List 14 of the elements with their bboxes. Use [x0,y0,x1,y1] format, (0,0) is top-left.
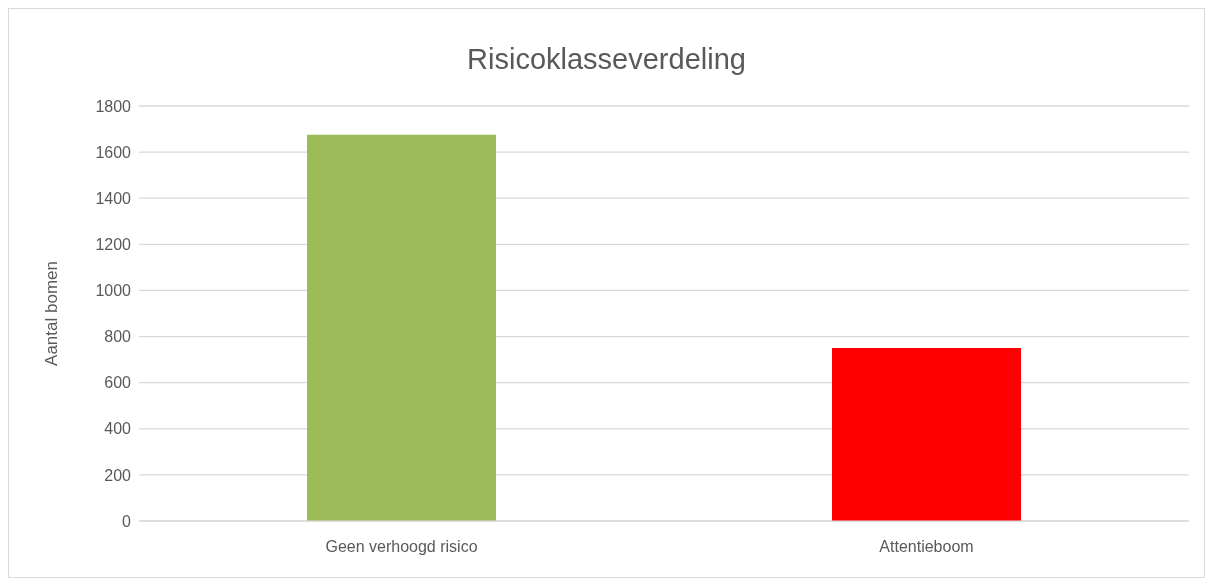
y-tick-label: 600 [104,374,132,392]
x-tick-label: Geen verhoogd risico [325,538,478,556]
x-tick-label: Attentieboom [879,538,974,556]
chart-title: Risicoklasseverdeling [466,42,747,77]
y-tick-label: 200 [104,466,132,484]
y-tick-label: 400 [104,420,132,438]
y-tick-label: 1400 [95,189,132,207]
y-tick-label: 1200 [95,236,132,254]
y-tick-label: 800 [104,328,132,346]
y-tick-label: 0 [122,512,132,530]
y-tick-label: 1800 [95,97,132,115]
y-tick-label: 1000 [95,282,132,300]
y-axis-title: Aantal bomen [42,261,62,366]
y-tick-label: 1600 [95,143,132,161]
